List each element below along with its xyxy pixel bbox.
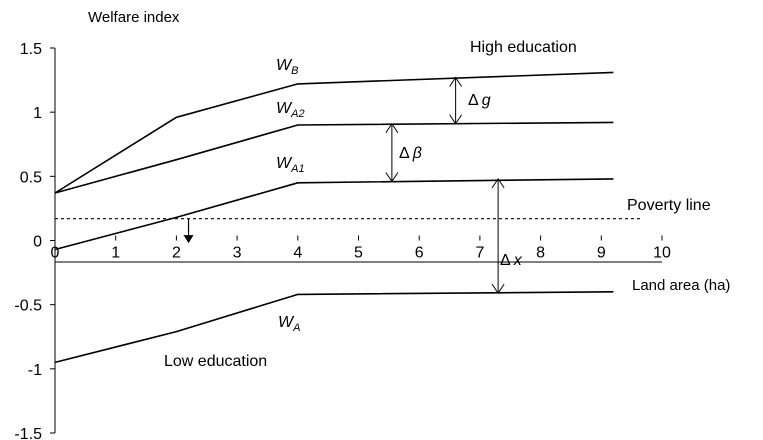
x-tick-label: 4	[293, 245, 302, 262]
series-line-w-b	[54, 71, 614, 194]
series-layer	[54, 71, 614, 364]
delta-x-arrow-head-bottom	[491, 283, 505, 295]
delta-beta-arrow-head-bottom	[385, 172, 399, 183]
series-line-w-a1	[54, 178, 614, 251]
y-tick-label: 0.5	[20, 169, 42, 186]
x-tick-label: 1	[111, 245, 120, 262]
threshold-arrow-head	[183, 235, 194, 244]
delta-x-var: x	[513, 252, 523, 269]
x-tick-label: 10	[653, 245, 671, 262]
curve-label-wa-main: W	[278, 314, 295, 331]
curve-label-wa1-main: W	[276, 155, 293, 172]
x-tick-label: 7	[475, 245, 484, 262]
y-tick-label: 1	[33, 105, 42, 122]
curve-label-wa: WA	[278, 314, 300, 334]
delta-beta-arrow-head-top	[385, 122, 399, 133]
y-tick-label: -0.5	[14, 298, 42, 315]
delta-g-symbol: Δ	[468, 92, 479, 109]
series-line-w-a	[54, 291, 614, 364]
curve-label-wa-sub: A	[292, 322, 300, 334]
delta-layer	[183, 76, 505, 295]
y-tick-label: 1.5	[20, 41, 42, 58]
curve-label-wa1-sub: A1	[290, 163, 304, 175]
y-tick-label: -1.5	[14, 426, 42, 440]
delta-g-arrow-head-top	[449, 76, 463, 87]
curve-label-wa2: WA2	[276, 100, 305, 120]
delta-x-arrow-head-top	[491, 177, 505, 189]
delta-x-symbol: Δ	[500, 252, 511, 269]
x-axis-title: Land area (ha)	[632, 277, 730, 294]
x-tick-label: 9	[597, 245, 606, 262]
y-tick-label: -1	[28, 362, 42, 379]
high-education-label: High education	[470, 39, 577, 56]
curve-label-wb-main: W	[276, 57, 293, 74]
low-education-label: Low education	[164, 353, 267, 370]
curve-label-wa2-sub: A2	[290, 108, 304, 120]
curve-label-wb-sub: B	[291, 65, 298, 77]
delta-g-arrow-head-bottom	[449, 114, 463, 125]
delta-g-var: g	[482, 92, 491, 109]
y-axis-title: Welfare index	[88, 9, 180, 26]
y-ticks: 1.5 1 0.5 0 -0.5 -1 -1.5	[14, 41, 55, 440]
x-tick-label: 5	[354, 245, 363, 262]
x-tick-label: 2	[172, 245, 181, 262]
delta-beta-symbol: Δ	[399, 145, 410, 162]
delta-beta-var: β	[412, 145, 422, 162]
curve-label-wa1: WA1	[276, 155, 305, 175]
curve-label-wb: WB	[276, 57, 298, 77]
curve-label-wa2-main: W	[276, 100, 293, 117]
x-ticks: 0 1 2 3 4 5 6 7 8 9 10	[51, 235, 671, 262]
x-tick-label: 8	[536, 245, 545, 262]
x-tick-label: 3	[233, 245, 242, 262]
x-tick-label: 0	[51, 245, 60, 262]
poverty-line-label: Poverty line	[627, 197, 711, 214]
y-tick-label: 0	[33, 234, 42, 251]
x-tick-label: 6	[415, 245, 424, 262]
